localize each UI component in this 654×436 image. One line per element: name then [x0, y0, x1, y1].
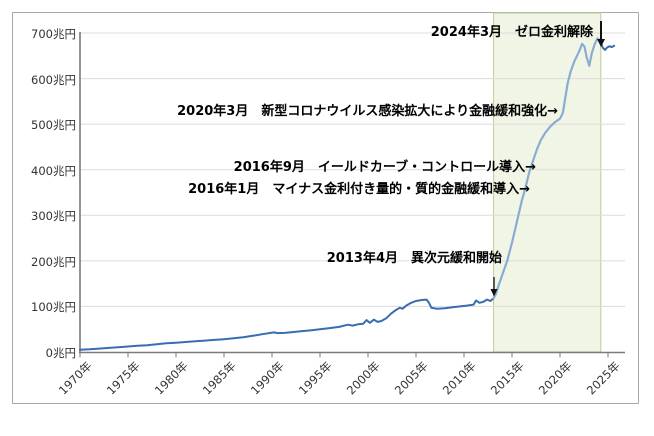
- annotation-2024-down-arrow-icon: [597, 39, 605, 47]
- highlight-band: [493, 12, 602, 353]
- annotation-2013-down-arrow-icon: [490, 289, 498, 297]
- data-line-pre-band: [79, 297, 495, 351]
- data-line-in-band: [492, 37, 602, 300]
- data-line-post-band: [599, 41, 616, 51]
